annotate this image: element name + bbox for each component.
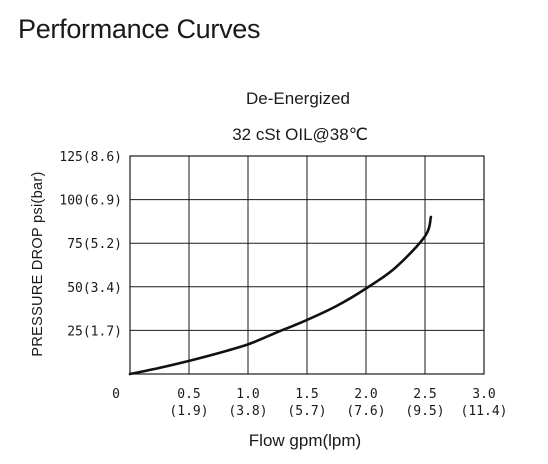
series-line <box>128 215 433 376</box>
x-tick-sublabel: (7.6) <box>346 404 385 419</box>
x-tick-sublabel: (3.8) <box>228 404 267 419</box>
y-tick-label: 125(8.6) <box>59 150 122 165</box>
tick-labels: 0 0.5 (1.9) 1.0 (3.8) 1.5 (5.7) 2.0 (7.6) 2.5 (9.5… <box>59 150 507 419</box>
y-tick-label: 25(1.7) <box>67 324 122 339</box>
x-tick-sublabel: (5.7) <box>287 404 326 419</box>
x-tick-label: 3.0 <box>472 387 495 402</box>
y-tick-label: 75(5.2) <box>67 237 122 252</box>
y-tick-label: 50(3.4) <box>67 281 122 296</box>
x-tick-label: 1.5 <box>295 387 318 402</box>
x-tick-sublabel: (9.5) <box>405 404 444 419</box>
x-tick-label: 2.0 <box>354 387 377 402</box>
x-tick-sublabel: (1.9) <box>169 404 208 419</box>
x-tick-label: 2.5 <box>413 387 436 402</box>
chart-title: De-Energized <box>246 89 350 108</box>
x-tick-sublabel: (11.4) <box>461 404 508 419</box>
x-tick-label: 0.5 <box>177 387 200 402</box>
x-tick-label: 1.0 <box>236 387 259 402</box>
x-axis-label: Flow gpm(lpm) <box>249 431 361 450</box>
x-tick-label: 0 <box>112 387 120 402</box>
y-axis-label: PRESSURE DROP psi(bar) <box>30 171 46 356</box>
y-tick-label: 100(6.9) <box>59 194 122 209</box>
plot-frame <box>129 155 485 375</box>
chart-subtitle: 32 cSt OIL@38℃ <box>232 125 368 144</box>
series-layer <box>128 215 433 376</box>
page-title: Performance Curves <box>18 14 261 44</box>
grid <box>130 156 484 374</box>
